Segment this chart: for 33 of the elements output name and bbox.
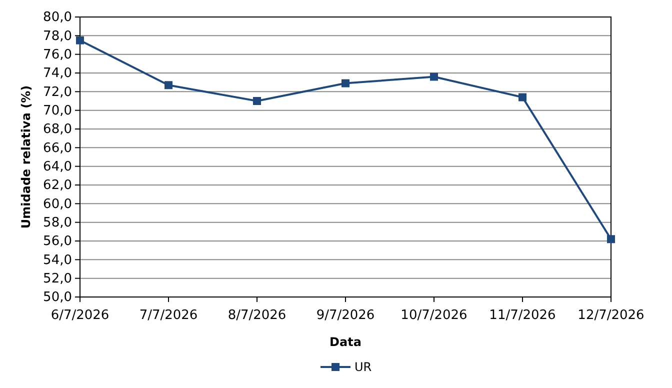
y-tick-label: 64,0 <box>43 159 72 174</box>
point <box>430 72 438 81</box>
y-tick-label: 54,0 <box>43 252 72 268</box>
point <box>342 79 350 88</box>
x-tick-label: 11/7/2026 <box>489 308 556 324</box>
x-tick-label: 9/7/2026 <box>316 308 375 324</box>
x-tick-label: 6/7/2026 <box>50 308 110 324</box>
x-tick-label: 10/7/2026 <box>400 308 468 324</box>
y-tick-label: 74,0 <box>43 66 72 82</box>
y-tick-label: 76,0 <box>43 47 72 62</box>
point <box>76 36 84 44</box>
point <box>518 93 526 102</box>
y-tick-label: 56,0 <box>43 234 72 250</box>
y-axis-title: Umidade relativa (%) <box>19 85 33 229</box>
y-tick-label: 60,0 <box>43 196 72 212</box>
y-tick-label: 68,0 <box>43 122 72 138</box>
y-tick-label: 52,0 <box>43 271 72 286</box>
y-tick-label: 66,0 <box>43 140 72 156</box>
y-tick-label: 72,0 <box>43 84 72 100</box>
x-tick-label: 8/7/2026 <box>228 308 286 324</box>
y-tick-label: 58,0 <box>43 215 72 230</box>
y-tick-label: 78,0 <box>43 28 72 44</box>
y-tick-label: 70,0 <box>43 103 72 118</box>
x-axis-title: Data <box>330 335 362 349</box>
x-tick-label: 12/7/2026 <box>578 308 644 324</box>
y-tick-label: 62,0 <box>43 178 72 194</box>
point <box>253 97 261 105</box>
point <box>607 235 615 244</box>
x-tick-label: 7/7/2026 <box>139 308 198 324</box>
legend-label: UR <box>354 360 372 374</box>
point <box>164 81 172 90</box>
y-tick-label: 50,0 <box>43 290 72 306</box>
y-tick-label: 80,0 <box>43 10 72 26</box>
